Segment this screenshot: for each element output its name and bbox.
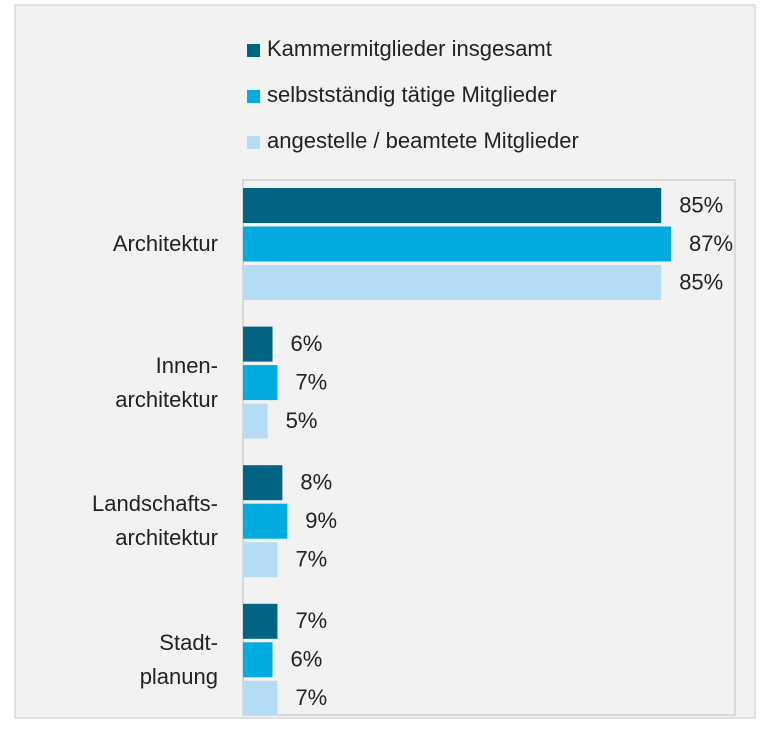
category-label: Innen- architektur (115, 352, 218, 412)
bar (243, 326, 273, 362)
value-label: 7% (295, 547, 327, 572)
value-label: 6% (291, 647, 323, 672)
category-label: Stadt- planung (139, 629, 218, 689)
legend-label: selbstständig tätige Mitglieder (267, 82, 557, 107)
bar (243, 465, 283, 501)
bar (243, 503, 288, 539)
value-label: 5% (286, 408, 318, 433)
value-label: 85% (679, 192, 723, 217)
bar (243, 603, 278, 639)
bar (243, 365, 278, 401)
legend-swatch (247, 136, 260, 149)
value-label: 7% (295, 608, 327, 633)
legend-swatch (247, 44, 260, 57)
bar (243, 680, 278, 716)
value-label: 6% (291, 331, 323, 356)
bar (243, 265, 662, 300)
legend-label: Kammermitglieder insgesamt (267, 36, 552, 61)
value-label: 85% (679, 269, 723, 294)
bar (243, 542, 278, 578)
bar (243, 226, 672, 262)
value-label: 9% (305, 508, 337, 533)
value-label: 87% (689, 231, 733, 256)
bar (243, 403, 268, 439)
legend-swatch (247, 90, 260, 103)
value-label: 7% (295, 685, 327, 710)
plot-frame (242, 179, 736, 716)
category-label: Architektur (112, 231, 218, 256)
chart-background (14, 4, 756, 719)
bar (243, 642, 273, 678)
legend-label: angestelle / beamtete Mitglieder (267, 128, 579, 153)
bar (243, 188, 662, 223)
value-label: 7% (295, 369, 327, 394)
category-label: Landschafts- architektur (92, 491, 218, 551)
value-label: 8% (300, 470, 332, 495)
